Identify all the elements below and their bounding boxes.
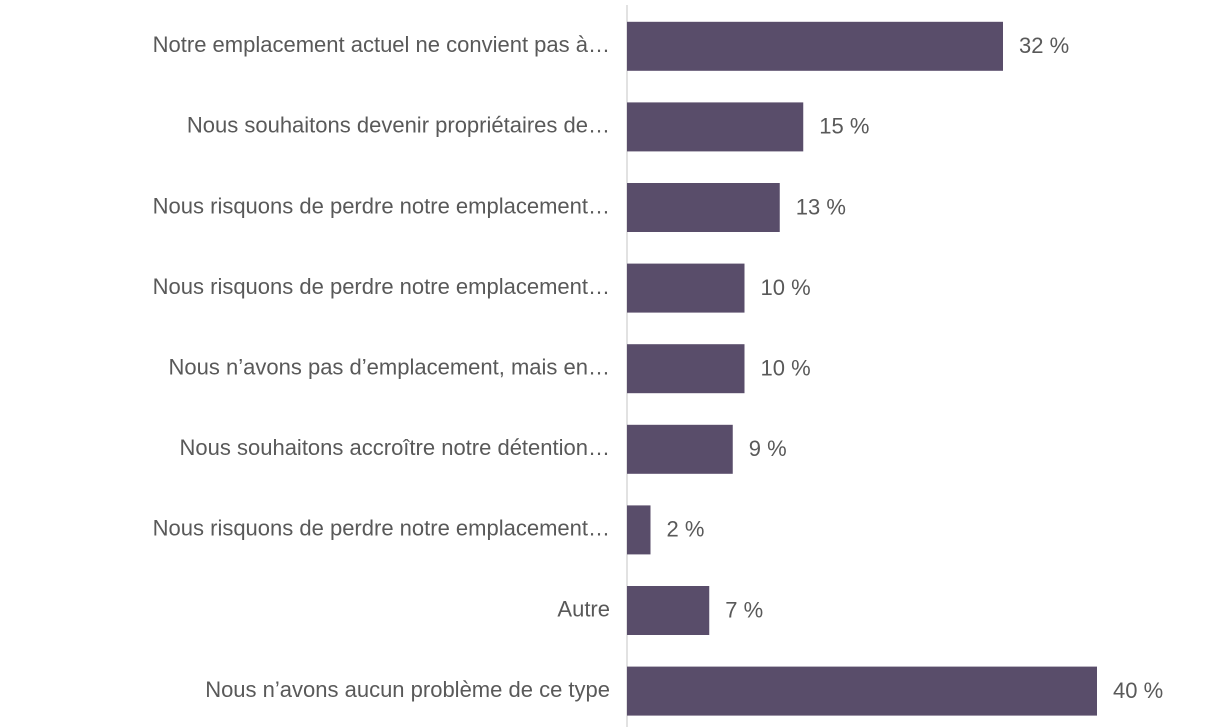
value-label: 9 %	[749, 436, 787, 461]
category-label: Nous souhaitons accroître notre détentio…	[180, 435, 610, 460]
bar	[627, 183, 780, 232]
value-label: 15 %	[819, 114, 869, 139]
category-label: Autre	[557, 596, 610, 621]
bar	[627, 424, 733, 474]
bar	[627, 505, 651, 555]
value-label: 2 %	[667, 517, 705, 542]
bar	[627, 102, 804, 152]
category-label: Notre emplacement actuel ne convient pas…	[153, 32, 610, 57]
value-label: 7 %	[725, 597, 763, 622]
value-label: 10 %	[761, 275, 811, 300]
bar	[627, 263, 745, 313]
bar	[627, 666, 1097, 716]
value-label: 40 %	[1113, 678, 1163, 703]
category-label: Nous risquons de perdre notre emplacemen…	[153, 516, 610, 541]
bar	[627, 21, 1003, 71]
category-label: Nous n’avons pas d’emplacement, mais en…	[169, 355, 610, 380]
category-label: Nous risquons de perdre notre emplacemen…	[153, 274, 610, 299]
category-label: Nous souhaitons devenir propriétaires de…	[187, 113, 610, 138]
bar	[627, 344, 745, 394]
value-label: 13 %	[796, 194, 846, 219]
category-label: Nous n’avons aucun problème de ce type	[205, 677, 610, 702]
value-label: 32 %	[1019, 33, 1069, 58]
bar	[627, 586, 710, 635]
category-label: Nous risquons de perdre notre emplacemen…	[153, 193, 610, 218]
value-label: 10 %	[761, 356, 811, 381]
